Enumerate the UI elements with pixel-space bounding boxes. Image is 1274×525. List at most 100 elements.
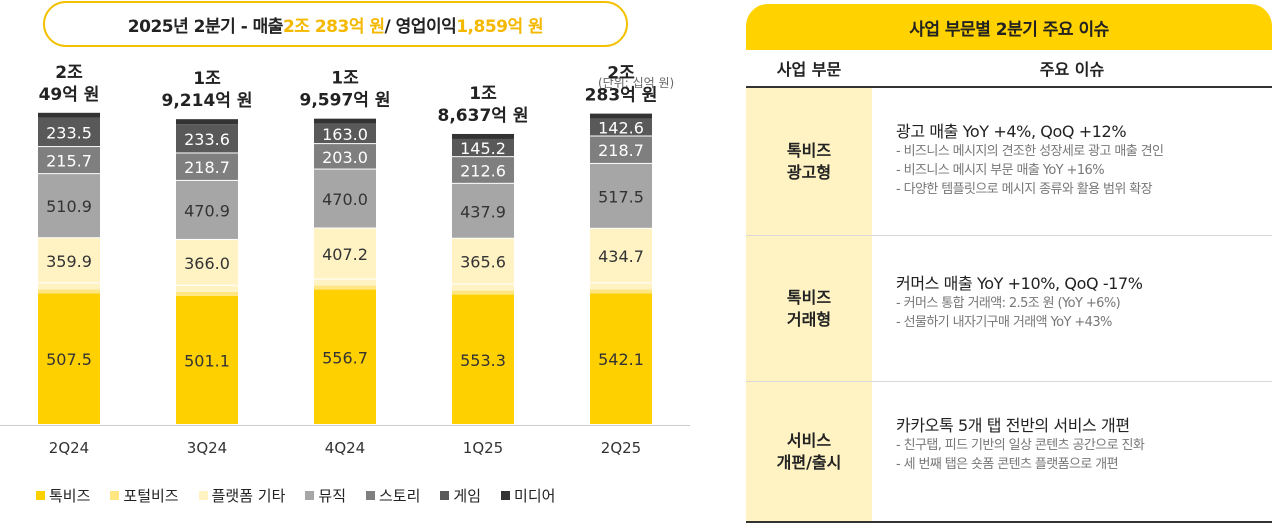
segment-line-1: 톡비즈 [786, 287, 832, 307]
title-prefix: 2025년 2분기 - 매출 [127, 16, 284, 37]
x-tick-label: 3Q24 [187, 439, 227, 457]
bar-total-label: 1조 9,214억 원 [162, 69, 253, 111]
bar-value-label: 233.5 [46, 123, 92, 142]
bar-value-label: 212.6 [460, 161, 506, 180]
bar-band [314, 279, 376, 286]
legend-item: 미디어 [501, 485, 555, 506]
bar-value-label: 142.6 [598, 119, 644, 138]
bar-segment [38, 238, 100, 283]
bar-band [590, 289, 652, 294]
issue-main: 광고 매출 YoY +4%, QoQ +12% [896, 122, 1127, 141]
legend-item: 뮤직 [305, 485, 346, 506]
bar-total-label: 1조 9,597억 원 [300, 69, 391, 111]
legend-label: 포털비즈 [123, 487, 179, 505]
title-mid: / 영업이익 [384, 16, 457, 37]
bar-segment [176, 153, 238, 180]
bar-segment [314, 144, 376, 169]
bar-band [314, 285, 376, 290]
bar-value-label: 365.6 [460, 253, 506, 272]
segment-cell: 톡비즈 광고형 [746, 88, 872, 235]
bar-value-label: 542.1 [598, 350, 644, 369]
bar-segment [176, 239, 238, 285]
bar-segment [452, 138, 514, 157]
segment-line-2: 개편/출시 [776, 452, 842, 472]
issue-sub: - 커머스 통합 거래액: 2.5조 원 (YoY +6%) [896, 296, 1121, 311]
chart-legend: 톡비즈 포털비즈 플랫폼 기타 뮤직 스토리 게임 미디어 [36, 485, 555, 506]
bar-segment [176, 180, 238, 239]
issues-table-header: 사업 부문 주요 이슈 [746, 50, 1272, 88]
bar-segment [590, 118, 652, 136]
legend-swatch [305, 491, 315, 500]
legend-item: 톡비즈 [36, 485, 90, 506]
x-tick-label: 2Q25 [601, 439, 641, 457]
bar-band [176, 285, 238, 292]
bar-segment [38, 293, 100, 424]
legend-swatch [440, 491, 450, 500]
bar-value-label: 407.2 [322, 245, 368, 264]
issue-sub: - 선물하기 내자기구매 거래액 YoY +43% [896, 315, 1112, 330]
legend-item: 게임 [440, 485, 481, 506]
segment-cell: 톡비즈 거래형 [746, 236, 872, 381]
bar-value-label: 507.5 [46, 350, 92, 369]
legend-swatch [366, 491, 375, 500]
segment-cell: 서비스 개편/출시 [746, 382, 872, 521]
x-tick-label: 4Q24 [325, 439, 365, 457]
segment-line-1: 톡비즈 [786, 140, 832, 160]
bar-value-label: 470.9 [184, 201, 230, 220]
bar-value-label: 233.6 [184, 130, 230, 149]
bar-segment [314, 289, 376, 424]
bar-segment [452, 157, 514, 183]
issues-panel-title: 사업 부문별 2분기 주요 이슈 [746, 4, 1272, 50]
bar-total-label: 1조 8,637억 원 [438, 84, 529, 126]
legend-swatch [501, 491, 511, 500]
bar-band [590, 113, 652, 119]
bar-value-label: 203.0 [322, 148, 368, 167]
bar-segment [452, 294, 514, 424]
bar-value-label: 366.0 [184, 254, 230, 273]
bar-segment [38, 174, 100, 238]
issue-main: 카카오톡 5개 탭 전반의 서비스 개편 [896, 416, 1130, 435]
bar-value-label: 163.0 [322, 125, 368, 144]
legend-item: 플랫폼 기타 [198, 485, 285, 506]
bar-segment [176, 295, 238, 424]
bar-band [38, 283, 100, 290]
title-revenue: 2조 283억 원 [282, 16, 385, 37]
bar-band [176, 119, 238, 125]
issue-sub: - 세 번째 탭은 숏폼 콘텐츠 플랫폼으로 개편 [896, 457, 1119, 472]
bar-segment [38, 117, 100, 147]
legend-label: 미디어 [514, 487, 556, 505]
legend-item: 포털비즈 [110, 485, 179, 506]
bar-value-label: 556.7 [322, 348, 368, 367]
bar-band [452, 133, 514, 139]
issue-sub: - 비즈니스 메시지 부문 매출 YoY +16% [896, 163, 1105, 178]
issue-sub: - 비즈니스 메시지의 견조한 성장세로 광고 매출 견인 [896, 144, 1164, 159]
bar-value-label: 437.9 [460, 202, 506, 221]
bar-band [38, 289, 100, 294]
bar-segment [452, 183, 514, 238]
col-issue-header: 주요 이슈 [1039, 60, 1105, 79]
bar-segment [452, 238, 514, 284]
x-tick-label: 1Q25 [463, 439, 503, 457]
bar-total-label: 2조 283억 원 [585, 64, 658, 106]
bar-band [452, 290, 514, 295]
issues-table-bottom-rule [746, 521, 1272, 523]
issue-row-service: 서비스 개편/출시 카카오톡 5개 탭 전반의 서비스 개편 - 친구탭, 피드… [746, 382, 1272, 521]
bar-total-label: 2조 49억 원 [39, 63, 100, 105]
bar-value-label: 359.9 [46, 252, 92, 271]
legend-label: 게임 [453, 487, 482, 505]
bar-band [38, 112, 100, 118]
bar-segment [314, 123, 376, 144]
issue-main: 커머스 매출 YoY +10%, QoQ -17% [896, 274, 1143, 293]
bar-segment [176, 124, 238, 153]
title-profit: 1,859억 원 [456, 16, 544, 37]
legend-label: 스토리 [379, 487, 421, 505]
legend-swatch [110, 491, 120, 500]
stacked-bar-chart: 507.5 359.9 510.9 215.7 233.5 2조 49억 원 2Q24 501.… [0, 63, 690, 457]
bar-band [314, 118, 376, 124]
bar-segment [314, 228, 376, 279]
bar-segment [590, 163, 652, 228]
bar-band [590, 283, 652, 290]
bar-value-label: 510.9 [46, 197, 92, 216]
bar-segment [590, 136, 652, 163]
bar-segment [590, 293, 652, 424]
